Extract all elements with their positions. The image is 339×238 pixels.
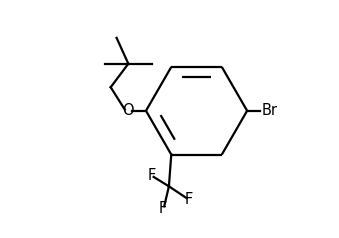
Text: Br: Br <box>261 103 277 118</box>
Text: F: F <box>159 201 167 216</box>
Text: O: O <box>122 103 134 118</box>
Text: F: F <box>147 168 155 183</box>
Text: F: F <box>185 192 193 207</box>
